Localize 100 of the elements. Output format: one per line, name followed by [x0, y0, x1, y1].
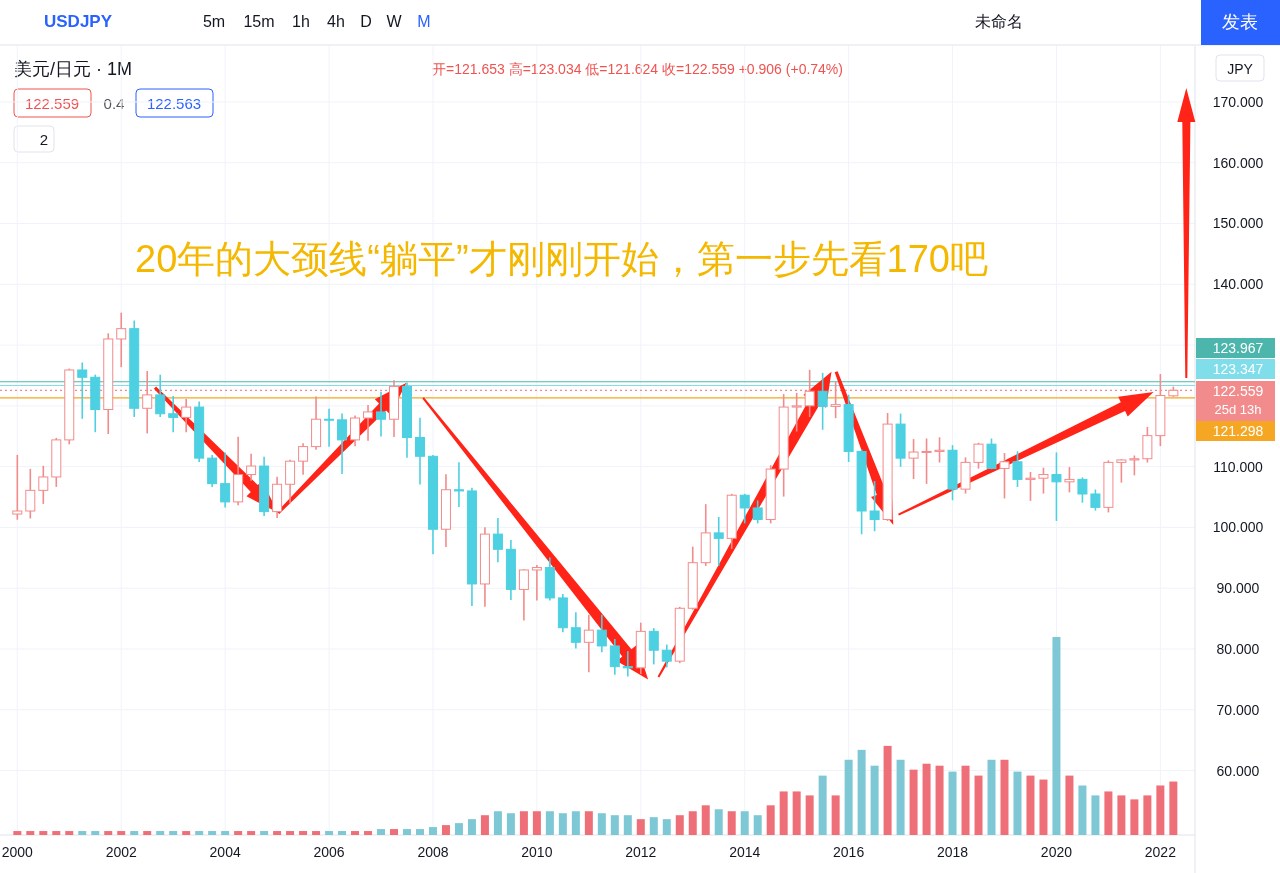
bar	[402, 829, 411, 835]
bar	[91, 831, 100, 835]
bar	[221, 831, 230, 835]
bar	[727, 811, 736, 835]
x-tick-label: 2002	[105, 844, 138, 860]
bar	[493, 811, 502, 835]
candlestick	[713, 516, 724, 566]
candlestick	[661, 644, 672, 668]
bar	[1039, 779, 1048, 835]
bar	[870, 765, 879, 835]
text: 25d 13h	[1214, 402, 1262, 417]
candlestick	[908, 439, 919, 479]
candlestick	[921, 438, 932, 484]
bar	[299, 831, 308, 835]
bar	[1000, 759, 1009, 835]
candlestick	[298, 443, 309, 475]
bar	[1104, 791, 1113, 835]
bar	[1065, 775, 1074, 835]
bar	[260, 831, 269, 835]
candlestick	[25, 468, 36, 519]
bar	[610, 815, 619, 835]
x-tick-label: 2000	[1, 844, 34, 860]
annotation: 2	[39, 131, 49, 148]
bar	[13, 831, 22, 835]
annotation: 122.563	[146, 95, 202, 112]
candlestick	[648, 628, 659, 665]
bar	[247, 831, 256, 835]
candlestick	[220, 452, 231, 508]
candlestick	[414, 417, 425, 485]
annotation: 0.4	[103, 95, 125, 112]
bar	[961, 765, 970, 835]
ref-line-label: 122.559	[1212, 383, 1264, 399]
bar	[519, 811, 528, 835]
candlestick	[583, 614, 594, 673]
text: 15m	[243, 13, 275, 30]
candlestick	[622, 651, 633, 677]
text: 4h	[327, 13, 345, 30]
candlestick	[168, 395, 179, 433]
bar	[104, 831, 113, 835]
bar	[1130, 799, 1139, 835]
bar	[857, 749, 866, 835]
bar	[753, 815, 762, 835]
bar	[117, 831, 126, 835]
text: USDJPY	[44, 12, 113, 31]
candlestick	[285, 459, 296, 504]
bar	[688, 811, 697, 835]
x-tick-label: 2004	[209, 844, 241, 860]
bar	[571, 811, 580, 835]
x-tick-label: 2006	[313, 844, 345, 860]
bar	[987, 759, 996, 835]
candlestick	[1051, 452, 1062, 521]
bar	[182, 831, 191, 835]
candlestick	[1129, 455, 1140, 476]
bar	[273, 831, 282, 835]
bar	[208, 831, 217, 835]
bar	[65, 831, 74, 835]
annotation: 20年的大颈线“躺平”才刚刚开始，第一步先看170吧	[135, 238, 988, 280]
candlestick	[934, 437, 945, 463]
bar	[338, 831, 347, 835]
candlestick	[1038, 467, 1049, 494]
bar	[78, 831, 87, 835]
bar	[143, 831, 152, 835]
y-tick-label: 60.000	[1216, 762, 1260, 779]
bar	[558, 813, 567, 835]
x-tick-label: 2020	[1040, 844, 1073, 860]
candlestick	[77, 362, 88, 419]
candlestick	[791, 392, 802, 432]
bar	[377, 829, 386, 835]
bar	[714, 809, 723, 835]
bar	[195, 831, 204, 835]
y-tick-label: 100.000	[1212, 519, 1264, 536]
candlestick	[453, 462, 464, 507]
bar	[818, 775, 827, 835]
candlestick	[739, 493, 750, 524]
candlestick	[1064, 467, 1075, 493]
bar	[1078, 785, 1087, 835]
candlestick	[609, 639, 620, 675]
bar	[428, 827, 437, 835]
x-tick-label: 2016	[833, 844, 865, 860]
candlestick	[181, 398, 192, 433]
x-tick-label: 2008	[417, 844, 449, 860]
bar	[234, 831, 243, 835]
bar	[467, 819, 476, 835]
y-tick-label: 90.000	[1216, 580, 1260, 597]
y-tick-label: 170.000	[1212, 93, 1264, 110]
bar	[1013, 771, 1022, 835]
candlestick	[38, 465, 49, 504]
candlestick	[492, 518, 503, 563]
candlestick	[1116, 459, 1127, 483]
candlestick	[973, 442, 984, 469]
text: 未命名	[975, 13, 1023, 30]
bar	[454, 823, 463, 835]
candlestick	[246, 453, 257, 481]
candlestick	[350, 415, 361, 447]
ref-line-label: 123.967	[1212, 340, 1264, 356]
bar	[390, 829, 398, 835]
bar	[844, 759, 853, 835]
text: M	[417, 13, 431, 30]
candlestick	[1077, 477, 1088, 503]
bar	[441, 825, 450, 835]
